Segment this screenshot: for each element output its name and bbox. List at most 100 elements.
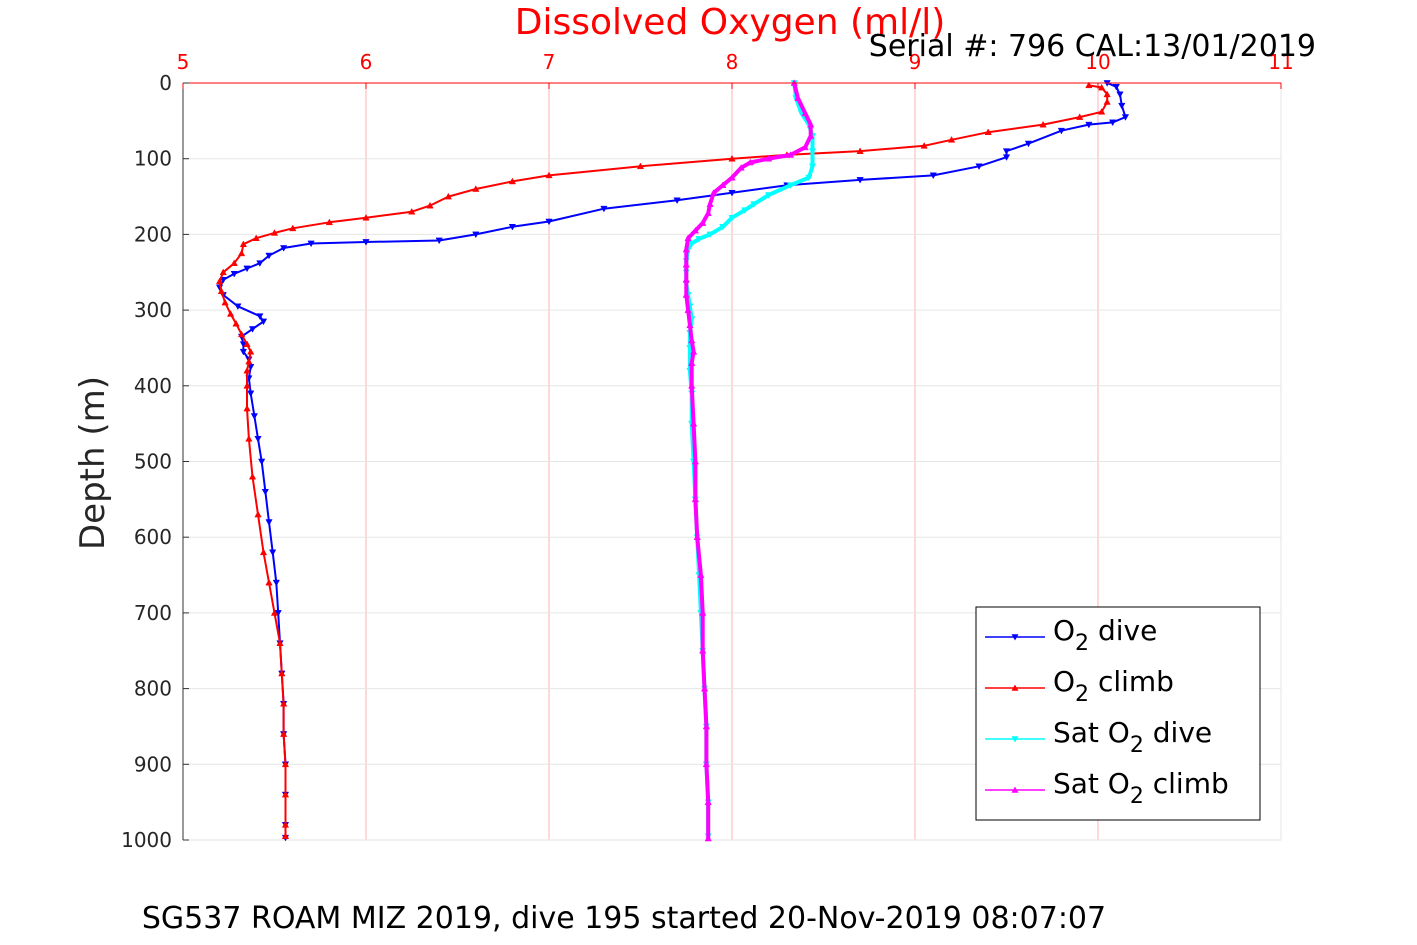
legend-label: O2 climb [1053,665,1174,707]
data-point [250,413,258,420]
data-point [1112,83,1120,91]
data-point [1024,140,1033,148]
data-point [243,382,251,389]
y-tick-label: 400 [134,374,172,398]
data-point [706,231,714,239]
data-point [1002,148,1011,155]
data-point [258,458,266,466]
data-point [794,94,802,101]
legend-box [975,606,1261,821]
data-point [1098,83,1106,91]
data-point [325,218,334,226]
data-point [719,224,727,231]
data-point [704,834,712,842]
data-point [929,172,937,180]
data-point [265,252,273,260]
data-point [435,237,443,245]
data-point [247,348,255,355]
data-point [801,109,809,117]
data-point [691,226,700,234]
grid-layer [183,83,1282,841]
data-point [280,700,288,707]
data-point [947,136,956,143]
legend-label-rest: climb [1144,767,1229,800]
data-point [691,457,700,465]
data-point [259,548,268,556]
data-point [702,722,711,730]
data-point [808,163,817,170]
data-point [697,571,705,578]
data-point [265,578,273,586]
data-point [270,229,279,236]
data-point [719,181,727,189]
data-point [808,148,817,155]
chart-subtitle: Serial #: 796 CAL:13/01/2019 [869,29,1316,64]
data-point [265,519,273,526]
data-point [975,163,983,170]
data-point [693,533,701,541]
x-tick-label: 6 [360,50,373,74]
data-point [508,224,517,231]
data-point [699,219,707,226]
legend-label-rest: dive [1144,716,1212,749]
y-tick-label: 1000 [121,828,172,852]
data-point [278,669,286,677]
data-point [408,207,416,215]
legend-label: Sat O2 climb [1053,767,1229,809]
data-point [764,154,773,162]
data-point [270,609,279,616]
data-point [248,326,257,333]
data-point [1118,102,1126,110]
legend-label-rest: dive [1089,614,1157,647]
data-point [682,245,690,253]
data-point [1039,120,1047,128]
data-point [700,684,709,692]
data-point [1116,91,1124,99]
data-point [728,154,736,162]
series-line [684,82,813,839]
data-point [689,348,698,355]
data-point [856,147,864,154]
y-tick-label: 200 [134,222,172,246]
data-point [281,832,290,840]
data-point [230,270,238,278]
data-point [276,639,284,646]
data-point [280,730,288,737]
y-tick-label: 900 [134,752,172,776]
series-3 [682,79,815,842]
data-point [245,357,253,365]
data-point [1103,90,1111,98]
y-tick-label: 800 [134,677,172,701]
legend-label-main: O [1053,665,1075,698]
data-point [764,192,773,199]
y-axis-label: Depth (m) [73,376,113,550]
data-point [545,218,553,226]
data-point [545,171,553,179]
y-tick-label: 500 [134,450,172,474]
data-point [508,177,517,185]
x-tick-label: 8 [726,50,739,74]
data-point [1002,154,1011,161]
legend-label-subscript: 2 [1130,784,1144,809]
data-point [219,268,227,276]
x-tick-label: 10 [1085,50,1110,74]
data-point [234,303,242,311]
data-point [247,390,255,398]
data-point [688,359,696,366]
data-point [254,435,262,443]
data-point [259,318,268,326]
legend-marker [1011,786,1019,793]
data-point [230,259,238,266]
legend-label-subscript: 2 [1075,682,1089,707]
y-tick-label: 700 [134,601,172,625]
data-point [801,143,809,151]
y-tick-label: 100 [134,147,172,171]
data-point [682,276,690,283]
data-point [472,185,480,192]
y-tick-label: 600 [134,525,172,549]
y-tick-label: 0 [159,71,172,95]
data-point [243,404,251,412]
data-point [636,162,645,170]
